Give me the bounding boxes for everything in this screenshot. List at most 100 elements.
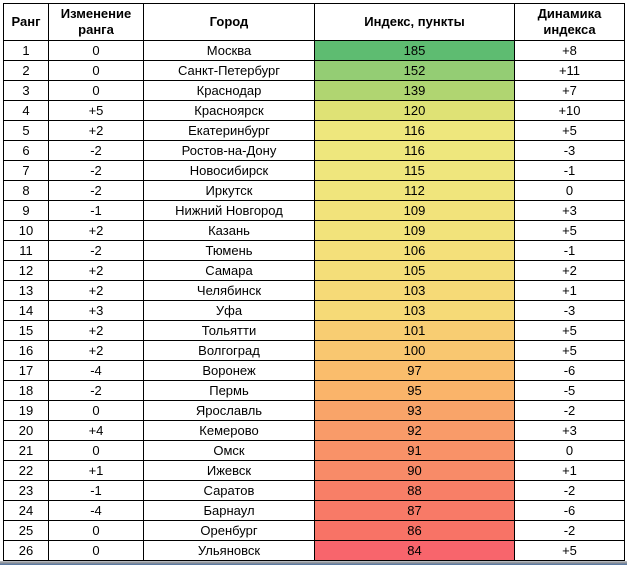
rank-cell: 13 [3, 280, 49, 301]
index-cell: 120 [314, 100, 515, 121]
rank-change-cell: -2 [48, 240, 144, 261]
rank-cell: 6 [3, 140, 49, 161]
index-cell: 115 [314, 160, 515, 181]
index-dynamics-cell: -5 [514, 380, 625, 401]
city-cell: Нижний Новгород [143, 200, 315, 221]
city-cell: Красноярск [143, 100, 315, 121]
index-cell: 91 [314, 440, 515, 461]
index-dynamics-cell: -3 [514, 140, 625, 161]
table-row: 18 -2 Пермь 95 -5 [3, 380, 625, 401]
rank-change-cell: +5 [48, 100, 144, 121]
rank-cell: 3 [3, 80, 49, 101]
index-dynamics-cell: -1 [514, 160, 625, 181]
index-cell: 152 [314, 60, 515, 81]
table-row: 13 +2 Челябинск 103 +1 [3, 280, 625, 301]
index-dynamics-cell: +11 [514, 60, 625, 81]
index-dynamics-cell: +1 [514, 460, 625, 481]
rank-change-cell: +1 [48, 460, 144, 481]
index-cell: 86 [314, 520, 515, 541]
rank-cell: 14 [3, 300, 49, 321]
table-body: 1 0 Москва 185 +8 2 0 Санкт-Петербург 15… [3, 40, 625, 561]
index-cell: 84 [314, 540, 515, 561]
city-cell: Ижевск [143, 460, 315, 481]
index-cell: 88 [314, 480, 515, 501]
index-dynamics-cell: -2 [514, 480, 625, 501]
index-dynamics-cell: +1 [514, 280, 625, 301]
rank-cell: 21 [3, 440, 49, 461]
rank-change-cell: 0 [48, 80, 144, 101]
index-cell: 100 [314, 340, 515, 361]
city-cell: Уфа [143, 300, 315, 321]
index-cell: 93 [314, 400, 515, 421]
table-row: 9 -1 Нижний Новгород 109 +3 [3, 200, 625, 221]
table-row: 26 0 Ульяновск 84 +5 [3, 540, 625, 561]
index-dynamics-cell: +5 [514, 340, 625, 361]
rank-cell: 20 [3, 420, 49, 441]
rank-change-cell: 0 [48, 60, 144, 81]
rank-change-cell: -2 [48, 140, 144, 161]
header-rank: Ранг [3, 3, 49, 41]
table-row: 21 0 Омск 91 0 [3, 440, 625, 461]
city-cell: Самара [143, 260, 315, 281]
city-cell: Ульяновск [143, 540, 315, 561]
city-cell: Омск [143, 440, 315, 461]
rank-change-cell: -2 [48, 180, 144, 201]
rank-change-cell: +2 [48, 120, 144, 141]
city-cell: Воронеж [143, 360, 315, 381]
rank-cell: 22 [3, 460, 49, 481]
rank-cell: 26 [3, 540, 49, 561]
rank-change-cell: -4 [48, 500, 144, 521]
city-cell: Барнаул [143, 500, 315, 521]
city-cell: Санкт-Петербург [143, 60, 315, 81]
city-cell: Новосибирск [143, 160, 315, 181]
index-dynamics-cell: -1 [514, 240, 625, 261]
index-cell: 116 [314, 140, 515, 161]
table-row: 24 -4 Барнаул 87 -6 [3, 500, 625, 521]
rank-change-cell: -4 [48, 360, 144, 381]
city-cell: Ростов-на-Дону [143, 140, 315, 161]
city-cell: Пермь [143, 380, 315, 401]
rank-cell: 19 [3, 400, 49, 421]
table-row: 20 +4 Кемерово 92 +3 [3, 420, 625, 441]
table-row: 10 +2 Казань 109 +5 [3, 220, 625, 241]
header-index: Индекс, пункты [314, 3, 515, 41]
rank-change-cell: 0 [48, 40, 144, 61]
table-row: 4 +5 Красноярск 120 +10 [3, 100, 625, 121]
rank-change-cell: -1 [48, 480, 144, 501]
index-dynamics-cell: +5 [514, 540, 625, 561]
table-row: 16 +2 Волгоград 100 +5 [3, 340, 625, 361]
rank-change-cell: +2 [48, 340, 144, 361]
table-row: 8 -2 Иркутск 112 0 [3, 180, 625, 201]
city-cell: Челябинск [143, 280, 315, 301]
header-index-dynamics: Динамика индекса [514, 3, 625, 41]
table-row: 7 -2 Новосибирск 115 -1 [3, 160, 625, 181]
index-cell: 87 [314, 500, 515, 521]
city-cell: Тольятти [143, 320, 315, 341]
index-dynamics-cell: 0 [514, 440, 625, 461]
index-cell: 112 [314, 180, 515, 201]
rank-cell: 2 [3, 60, 49, 81]
table-row: 14 +3 Уфа 103 -3 [3, 300, 625, 321]
rank-cell: 10 [3, 220, 49, 241]
rank-change-cell: +4 [48, 420, 144, 441]
index-dynamics-cell: +5 [514, 220, 625, 241]
city-cell: Саратов [143, 480, 315, 501]
rank-cell: 11 [3, 240, 49, 261]
index-dynamics-cell: -6 [514, 360, 625, 381]
rank-cell: 24 [3, 500, 49, 521]
table-row: 25 0 Оренбург 86 -2 [3, 520, 625, 541]
index-dynamics-cell: -2 [514, 520, 625, 541]
table-row: 17 -4 Воронеж 97 -6 [3, 360, 625, 381]
table-row: 2 0 Санкт-Петербург 152 +11 [3, 60, 625, 81]
index-dynamics-cell: -3 [514, 300, 625, 321]
rank-cell: 4 [3, 100, 49, 121]
table-row: 11 -2 Тюмень 106 -1 [3, 240, 625, 261]
city-cell: Ярославль [143, 400, 315, 421]
rank-change-cell: +2 [48, 260, 144, 281]
index-dynamics-cell: -2 [514, 400, 625, 421]
index-cell: 97 [314, 360, 515, 381]
table-row: 15 +2 Тольятти 101 +5 [3, 320, 625, 341]
rank-cell: 15 [3, 320, 49, 341]
index-dynamics-cell: +3 [514, 200, 625, 221]
rank-change-cell: +2 [48, 220, 144, 241]
